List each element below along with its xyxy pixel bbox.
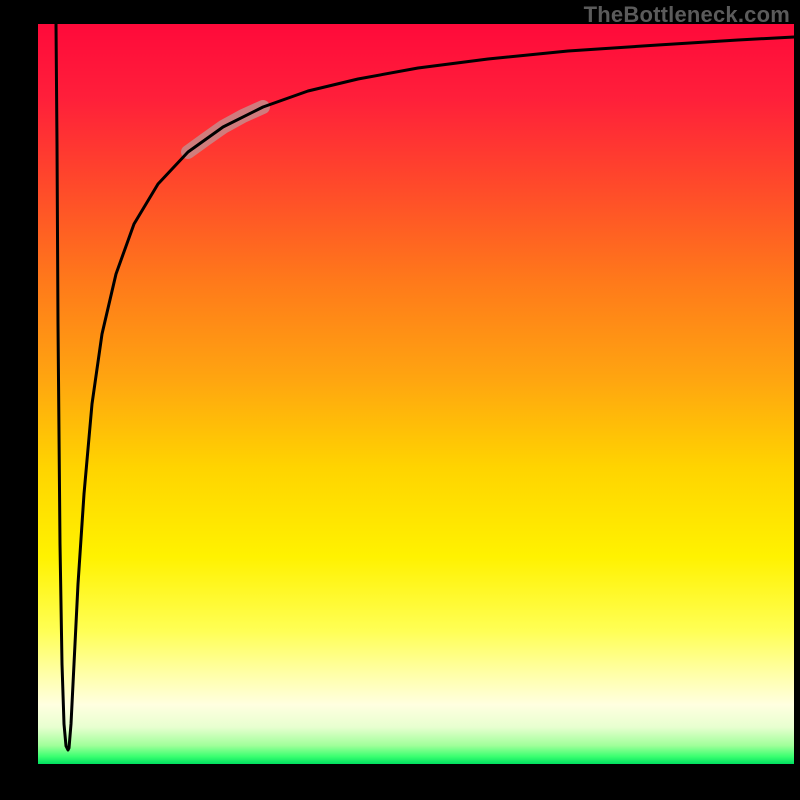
bottleneck-curve bbox=[56, 24, 794, 750]
plot-area bbox=[38, 24, 794, 764]
curve-layer bbox=[38, 24, 794, 764]
watermark-text: TheBottleneck.com bbox=[584, 2, 790, 28]
chart-frame: TheBottleneck.com bbox=[0, 0, 800, 800]
